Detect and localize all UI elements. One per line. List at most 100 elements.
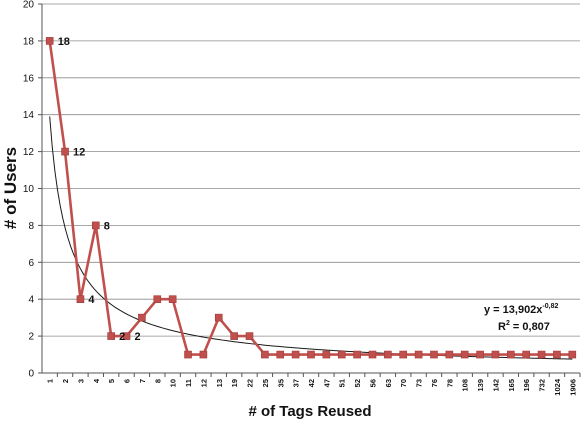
ytick-label-0: 0 [28,369,34,380]
data-point-19 [230,332,238,340]
data-series [45,37,577,359]
data-point-25 [261,350,269,359]
data-label-12-1: 12 [73,147,85,159]
xtick-label-19: 19 [230,379,239,387]
data-label-18-0: 18 [58,36,70,48]
data-point-1 [45,37,54,45]
xtick-label-2: 2 [61,379,70,383]
xtick-label-3: 3 [76,379,85,383]
x-tick-labels: 1 2 3 4 5 6 7 8 10 11 12 13 19 22 25 35 37 42 47 51 52 56 63 70… [46,378,578,396]
xtick-label-10: 10 [169,379,178,387]
data-label-2-5: 2 [135,331,141,343]
data-point-196 [522,350,531,359]
ytick-label-10: 10 [23,184,35,195]
ytick-label-12: 12 [23,147,35,158]
r-squared-suffix: = 0,807 [510,321,550,333]
data-point-1906 [568,350,577,359]
ytick-label-14: 14 [23,110,35,121]
data-point-35 [276,350,285,359]
data-point-10 [168,295,177,304]
data-label-2-4: 2 [119,331,125,343]
data-labels: 18 12 4 8 2 2 [58,36,141,343]
xtick-label-37: 37 [292,379,301,387]
data-point-52 [353,350,361,359]
data-point-70 [399,350,408,359]
data-point-6 [122,332,131,340]
xtick-label-732: 732 [538,379,547,392]
data-point-5 [107,332,115,340]
xtick-label-1906: 1906 [568,379,577,396]
trendline-equation-exponent: -0,82 [542,303,558,310]
r-squared-prefix: R [498,321,506,333]
y-tick-labels: 0 2 4 6 8 10 12 14 16 18 20 [23,0,35,380]
xtick-label-139: 139 [476,379,485,392]
xtick-label-56: 56 [368,379,377,387]
grid-lines [42,3,580,337]
data-point-37 [291,350,300,359]
xtick-label-35: 35 [276,379,285,387]
ytick-label-6: 6 [28,258,34,269]
xtick-label-11: 11 [184,379,193,387]
data-point-13 [214,313,223,322]
data-point-78 [445,350,454,359]
xtick-label-73: 73 [415,379,424,387]
xtick-label-7: 7 [138,379,147,383]
ytick-label-20: 20 [23,0,35,11]
data-point-2 [61,147,69,156]
data-point-7 [138,313,146,322]
trendline-equation: y = 13,902x-0,82 [484,303,558,316]
xtick-label-78: 78 [445,379,454,387]
trendline-equation-prefix: y = 13,902x [484,304,543,316]
data-point-165 [507,350,515,359]
xtick-label-196: 196 [522,379,531,392]
x-axis-title: # of Tags Reused [248,403,371,420]
y-axis-title: # of Users [1,147,20,229]
ytick-label-18: 18 [23,36,35,47]
xtick-label-42: 42 [307,379,316,387]
xtick-label-25: 25 [261,379,270,387]
ytick-label-2: 2 [28,332,34,343]
data-point-12 [199,350,208,359]
data-point-63 [384,350,392,359]
data-point-142 [491,350,500,359]
ytick-label-4: 4 [28,295,34,306]
xtick-label-76: 76 [430,379,439,387]
r-squared-exponent: 2 [506,320,510,327]
data-point-139 [476,350,484,359]
xtick-label-4: 4 [92,378,101,383]
data-label-8-3: 8 [104,220,110,232]
data-point-51 [337,350,346,359]
xtick-label-165: 165 [507,379,516,392]
data-point-3 [76,295,85,304]
xtick-label-5: 5 [107,379,116,383]
data-point-76 [430,350,438,359]
xtick-label-63: 63 [384,379,393,387]
xtick-label-52: 52 [353,379,362,387]
xtick-label-1: 1 [46,379,55,383]
axes [38,3,581,377]
xtick-label-70: 70 [399,379,408,387]
xtick-label-6: 6 [123,379,132,383]
data-point-1024 [553,350,561,359]
xtick-label-12: 12 [199,379,208,387]
data-point-4 [92,221,100,230]
trendline-r-squared: R2 = 0,807 [498,320,550,333]
data-label-4-2: 4 [88,294,95,306]
xtick-label-51: 51 [338,379,347,387]
data-point-47 [322,350,331,359]
data-point-73 [414,350,423,359]
data-point-22 [245,332,254,340]
data-point-11 [184,350,192,359]
xtick-label-47: 47 [322,379,331,387]
data-point-108 [460,350,469,359]
data-point-56 [368,350,377,359]
data-point-732 [537,350,546,359]
power-trendline [49,116,573,360]
xtick-label-8: 8 [153,379,162,383]
data-point-42 [307,350,315,359]
trendline [49,116,573,360]
ytick-label-8: 8 [28,221,34,232]
xtick-label-108: 108 [461,379,470,392]
